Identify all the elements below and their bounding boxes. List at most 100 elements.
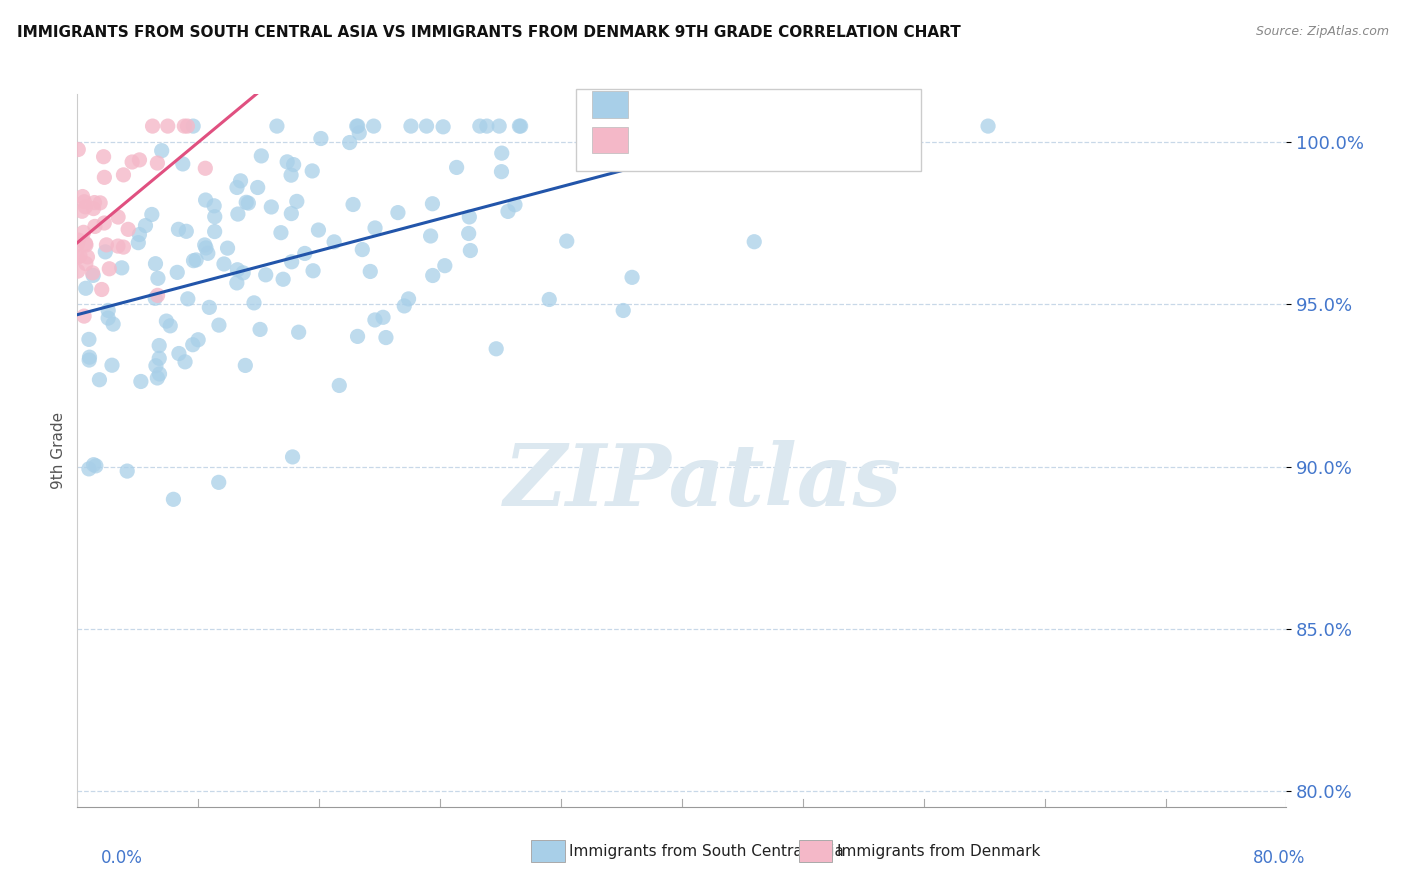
Point: [309, 131, 332, 145]
Point: [399, 119, 422, 133]
Point: [155, 314, 177, 328]
Point: [127, 235, 149, 250]
Text: 80.0%: 80.0%: [1253, 849, 1305, 867]
Point: [394, 299, 416, 313]
Point: [75, 200, 97, 214]
Text: ZIPatlas: ZIPatlas: [503, 440, 903, 524]
Point: [342, 197, 364, 211]
Point: [112, 168, 135, 182]
Point: [398, 292, 420, 306]
Point: [246, 180, 269, 194]
Text: R = 0.375   N =  41: R = 0.375 N = 41: [634, 136, 841, 155]
Point: [555, 234, 578, 248]
Point: [82, 202, 104, 216]
Point: [177, 292, 200, 306]
Point: [67, 233, 90, 247]
Point: [174, 355, 197, 369]
Point: [97, 303, 120, 318]
Point: [208, 318, 231, 332]
Point: [90, 283, 112, 297]
Point: [217, 241, 239, 255]
Point: [83, 195, 105, 210]
Point: [254, 268, 277, 282]
Point: [202, 199, 225, 213]
Point: [75, 281, 97, 295]
Point: [77, 353, 100, 368]
Point: [208, 475, 231, 490]
Text: Immigrants from South Central Asia: Immigrants from South Central Asia: [569, 844, 845, 859]
Point: [173, 119, 195, 133]
Point: [148, 367, 170, 381]
Point: [280, 168, 302, 182]
Point: [150, 144, 173, 158]
Point: [508, 119, 530, 133]
Point: [156, 119, 179, 133]
Point: [496, 204, 519, 219]
Point: [143, 291, 166, 305]
Point: [77, 462, 100, 476]
Point: [229, 174, 252, 188]
Point: [307, 223, 329, 237]
Point: [621, 270, 644, 285]
Point: [82, 268, 104, 283]
Text: Immigrants from Denmark: Immigrants from Denmark: [837, 844, 1040, 859]
Point: [75, 256, 97, 270]
Point: [84, 219, 107, 234]
Point: [225, 276, 247, 290]
Point: [98, 261, 121, 276]
Point: [97, 311, 120, 326]
Text: R = 0.479   N = 140: R = 0.479 N = 140: [634, 101, 848, 120]
Point: [134, 219, 156, 233]
Point: [145, 257, 167, 271]
Point: [166, 265, 188, 279]
Y-axis label: 9th Grade: 9th Grade: [51, 412, 66, 489]
Point: [475, 119, 498, 133]
Point: [197, 246, 219, 260]
Point: [67, 143, 90, 157]
Point: [204, 210, 226, 224]
Point: [77, 332, 100, 346]
Point: [73, 194, 96, 209]
Point: [371, 310, 394, 325]
Point: [181, 337, 204, 351]
Point: [226, 180, 249, 194]
Point: [79, 350, 101, 364]
Point: [101, 358, 124, 372]
Point: [287, 325, 309, 339]
Point: [89, 373, 111, 387]
Point: [266, 119, 288, 133]
Point: [364, 313, 387, 327]
Point: [94, 244, 117, 259]
Point: [503, 198, 526, 212]
Point: [276, 154, 298, 169]
Point: [73, 309, 96, 323]
Point: [260, 200, 283, 214]
Point: [174, 224, 197, 238]
Point: [249, 322, 271, 336]
Point: [294, 246, 316, 260]
Point: [76, 250, 98, 264]
Text: 0.0%: 0.0%: [101, 849, 143, 867]
Point: [128, 227, 150, 242]
Point: [271, 272, 294, 286]
Point: [374, 330, 396, 344]
Point: [359, 264, 381, 278]
Point: [346, 329, 368, 343]
Point: [148, 351, 170, 366]
Point: [82, 266, 104, 280]
Point: [142, 119, 165, 133]
Point: [162, 492, 184, 507]
Point: [432, 120, 454, 134]
Point: [89, 195, 111, 210]
Point: [226, 262, 249, 277]
Point: [538, 293, 561, 307]
Point: [235, 195, 257, 210]
Point: [194, 161, 217, 176]
Point: [589, 119, 612, 133]
Point: [422, 196, 444, 211]
Point: [111, 260, 134, 275]
Point: [66, 250, 89, 264]
Text: IMMIGRANTS FROM SOUTH CENTRAL ASIA VS IMMIGRANTS FROM DENMARK 9TH GRADE CORRELAT: IMMIGRANTS FROM SOUTH CENTRAL ASIA VS IM…: [17, 25, 960, 40]
Point: [301, 164, 323, 178]
Point: [176, 119, 198, 133]
